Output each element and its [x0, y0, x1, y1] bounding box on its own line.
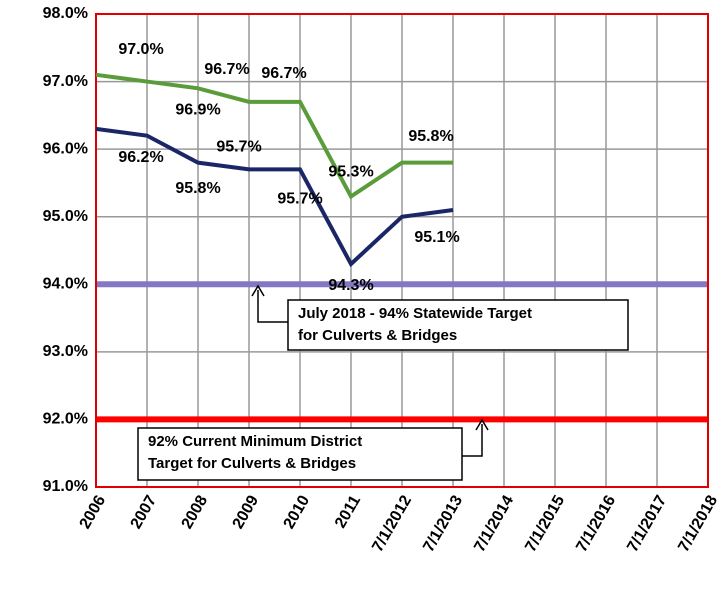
data-label: 95.7%: [216, 139, 261, 156]
annotation-text: Target for Culverts & Bridges: [148, 455, 356, 472]
x-tick-label: 7/1/2012: [369, 493, 415, 556]
x-tick-label: 2007: [128, 493, 161, 532]
y-tick-label: 91.0%: [43, 478, 88, 495]
x-tick-label: 7/1/2016: [573, 493, 619, 556]
x-tick-label: 2008: [179, 493, 212, 532]
arrow: [257, 290, 288, 323]
x-tick-label: 2009: [230, 493, 263, 532]
data-label: 96.9%: [175, 102, 220, 119]
data-label: 94.3%: [328, 277, 373, 294]
data-label: 97.0%: [118, 41, 163, 58]
y-tick-label: 92.0%: [43, 411, 88, 428]
plot-border: [95, 13, 709, 488]
x-tick-label: 7/1/2015: [522, 493, 568, 556]
x-tick-label: 7/1/2017: [624, 493, 670, 556]
annotation-arrows: [251, 284, 489, 457]
y-tick-label: 98.0%: [43, 5, 88, 22]
data-label: 95.8%: [408, 128, 453, 145]
x-tick-label: 2011: [332, 493, 364, 532]
arrow-head: [475, 418, 489, 431]
data-label: 95.8%: [175, 180, 220, 197]
annotation-text: July 2018 - 94% Statewide Target: [298, 305, 532, 322]
annotation-text: 92% Current Minimum District: [148, 433, 362, 450]
data-label: 95.7%: [277, 191, 322, 208]
data-label: 95.3%: [328, 164, 373, 181]
series-line: [95, 126, 454, 268]
x-tick-label: 2006: [77, 493, 110, 532]
annotation-box: [287, 299, 629, 351]
y-tick-label: 95.0%: [43, 208, 88, 225]
y-tick-label: 96.0%: [43, 140, 88, 157]
annotation-text: for Culverts & Bridges: [298, 327, 457, 344]
series-line: [95, 72, 453, 200]
x-tick-label: 7/1/2018: [675, 493, 719, 556]
arrow-head: [251, 284, 265, 297]
arrow: [462, 424, 483, 457]
x-tick-label: 7/1/2014: [471, 493, 517, 556]
y-tick-label: 94.0%: [43, 276, 88, 293]
y-tick-label: 97.0%: [43, 73, 88, 90]
data-label: 96.7%: [204, 61, 249, 78]
data-label: 96.2%: [118, 149, 163, 166]
data-label: 96.7%: [261, 65, 306, 82]
x-tick-label: 2010: [281, 493, 314, 532]
annotation-box: [137, 427, 463, 481]
y-tick-label: 93.0%: [43, 343, 88, 360]
data-label: 95.1%: [414, 229, 459, 246]
x-tick-label: 7/1/2013: [420, 493, 466, 556]
